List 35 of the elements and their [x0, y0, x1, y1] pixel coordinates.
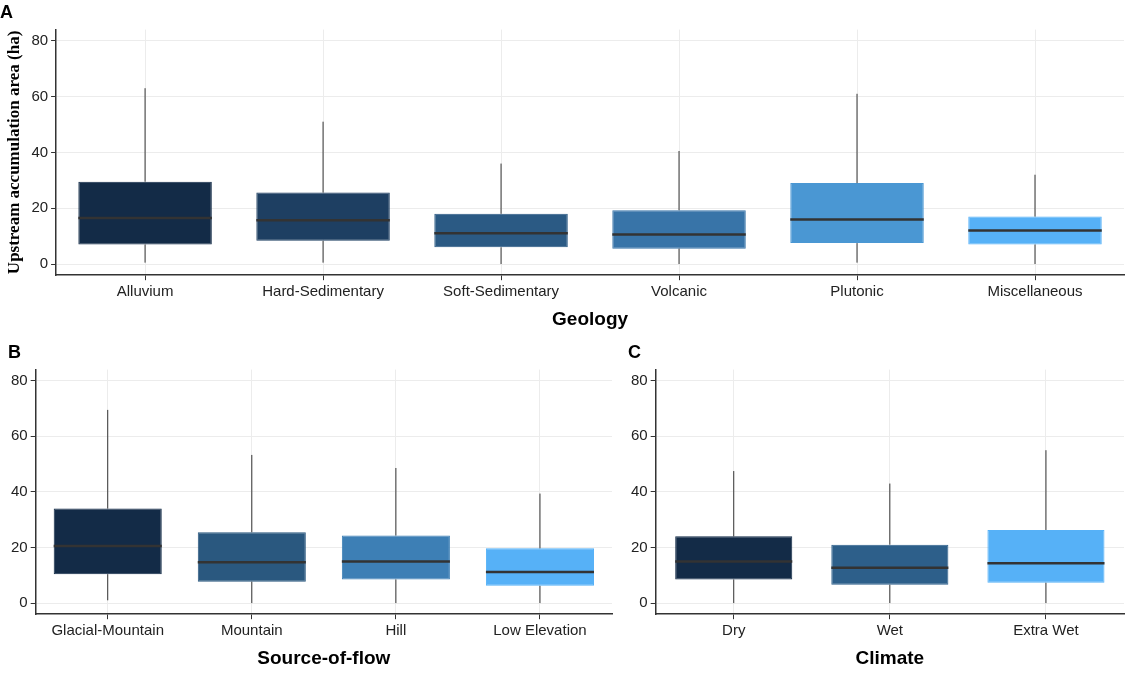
y-tick-label: 80 — [631, 370, 648, 388]
x-axis-title: Climate — [855, 646, 925, 668]
x-tick-label: Wet — [876, 621, 904, 639]
y-tick-label: 0 — [39, 254, 49, 272]
x-tick-label: Plutonic — [830, 282, 885, 300]
y-tick-label: 60 — [631, 426, 648, 444]
chart-title: A — [0, 1, 13, 22]
x-tick-label: Hill — [385, 621, 407, 639]
x-tick-label: Low Elevation — [493, 621, 587, 639]
x-tick-label: Extra Wet — [1013, 621, 1080, 639]
x-tick-label: Miscellaneous — [987, 282, 1083, 300]
y-tick-label: 40 — [11, 482, 28, 500]
y-tick-label: 0 — [639, 593, 648, 611]
y-tick-label: 60 — [31, 86, 49, 104]
y-tick-label: 0 — [19, 593, 28, 611]
x-axis-title: Geology — [552, 307, 629, 329]
y-tick-label: 20 — [631, 537, 648, 555]
y-tick-label: 60 — [11, 426, 28, 444]
y-axis-title: Upstream accumulation area (ha) — [3, 30, 23, 275]
y-tick-label: 20 — [31, 198, 49, 216]
x-tick-label: Alluvium — [116, 282, 174, 300]
x-tick-label: Mountain — [220, 621, 283, 639]
y-tick-label: 20 — [11, 537, 28, 555]
y-tick-label: 80 — [31, 30, 49, 48]
x-tick-label: Soft-Sedimentary — [443, 282, 560, 300]
x-tick-label: Glacial-Mountain — [51, 621, 165, 639]
x-axis-title: Source-of-flow — [257, 646, 391, 668]
y-tick-label: 40 — [631, 482, 648, 500]
x-tick-label: Volcanic — [651, 282, 708, 300]
y-tick-label: 80 — [11, 370, 28, 388]
x-tick-label: Dry — [722, 621, 746, 639]
chart-title: C — [628, 341, 641, 362]
chart-title: B — [8, 341, 21, 362]
y-tick-label: 40 — [31, 142, 49, 160]
x-tick-label: Hard-Sedimentary — [262, 282, 385, 300]
